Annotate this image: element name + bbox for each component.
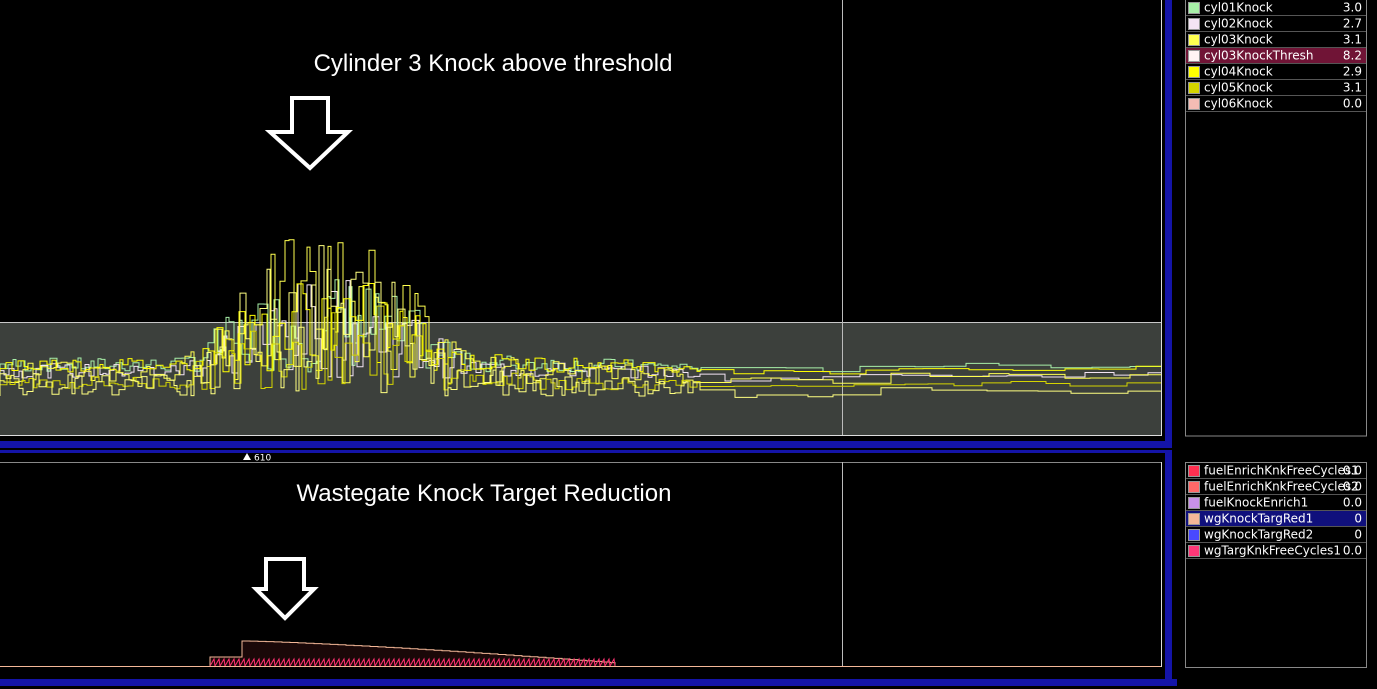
legend-value: 0.0 xyxy=(1343,97,1362,111)
legend-panel xyxy=(1185,462,1367,668)
arrow xyxy=(251,557,319,621)
legend-swatch xyxy=(1188,18,1200,30)
legend-value: 2.9 xyxy=(1343,65,1362,79)
legend-name: cyl01Knock xyxy=(1204,1,1273,15)
frame xyxy=(0,450,1172,453)
legend-name: wgTargKnkFreeCycles1 xyxy=(1204,544,1341,558)
legend-name: cyl06Knock xyxy=(1204,97,1273,111)
legend-value: 0.0 xyxy=(1343,480,1362,494)
annotation: Cylinder 3 Knock above threshold xyxy=(314,50,673,77)
legend-swatch xyxy=(1188,82,1200,94)
trace xyxy=(0,245,1161,398)
bottom-plot: Wastegate Knock Target Reduction xyxy=(0,462,1162,668)
legend-value: 3.1 xyxy=(1343,33,1362,47)
legend-swatch xyxy=(1188,50,1200,62)
legend-name: cyl04Knock xyxy=(1204,65,1273,79)
legend-name: cyl02Knock xyxy=(1204,17,1273,31)
cursor-marker-icon xyxy=(243,453,251,460)
legend-swatch xyxy=(1188,513,1200,525)
legend-swatch xyxy=(1188,545,1200,557)
legend-name: wgKnockTargRed2 xyxy=(1204,528,1313,542)
legend-swatch xyxy=(1188,465,1200,477)
annotation: Wastegate Knock Target Reduction xyxy=(297,480,672,507)
legend-value: 0.0 xyxy=(1343,496,1362,510)
top-plot: Cylinder 3 Knock above threshold xyxy=(0,0,1162,436)
legend: fuelEnrichKnkFreeCycles10.0fuelEnrichKnk… xyxy=(1186,464,1366,559)
legend-swatch xyxy=(1188,98,1200,110)
trace xyxy=(0,305,1161,391)
legend-name: cyl03Knock xyxy=(1204,33,1273,47)
traces xyxy=(0,239,1161,398)
legend-value: 8.2 xyxy=(1343,49,1362,63)
legend-swatch xyxy=(1188,481,1200,493)
legend-value: 0 xyxy=(1354,512,1362,526)
legend-swatch xyxy=(1188,2,1200,14)
arrow xyxy=(264,96,354,171)
legend-swatch xyxy=(1188,529,1200,541)
legend-name: cyl05Knock xyxy=(1204,81,1273,95)
legend-swatch xyxy=(1188,66,1200,78)
cursor-marker: 610 xyxy=(254,454,271,464)
legend-row-selected xyxy=(1186,48,1366,64)
legend-value: 2.7 xyxy=(1343,17,1362,31)
legend-value: 3.1 xyxy=(1343,81,1362,95)
legend-name: cyl03KnockThresh xyxy=(1204,49,1314,63)
frame xyxy=(1165,0,1172,448)
legend-swatch xyxy=(1188,34,1200,46)
legend-value: 3.0 xyxy=(1343,1,1362,15)
legend-name: fuelEnrichKnkFreeCycles2 xyxy=(1204,480,1359,494)
legend-value: 0.0 xyxy=(1343,544,1362,558)
legend-panel xyxy=(1185,0,1367,437)
frame xyxy=(0,679,1177,686)
legend-swatch xyxy=(1188,497,1200,509)
frame xyxy=(1165,450,1172,686)
legend-value: 0 xyxy=(1354,528,1362,542)
legend-name: wgKnockTargRed1 xyxy=(1204,512,1313,526)
trace xyxy=(209,657,616,668)
legend-name: fuelKnockEnrich1 xyxy=(1204,496,1308,510)
legend-name: fuelEnrichKnkFreeCycles1 xyxy=(1204,464,1359,478)
traces xyxy=(209,640,616,668)
legend-row-selected xyxy=(1186,511,1366,527)
legend: cyl01Knock 3.0 cyl02Knock 2.7 cyl03Knock 3.1 c… xyxy=(1186,1,1366,112)
frame xyxy=(0,441,1172,448)
legend-value: 0.0 xyxy=(1343,464,1362,478)
